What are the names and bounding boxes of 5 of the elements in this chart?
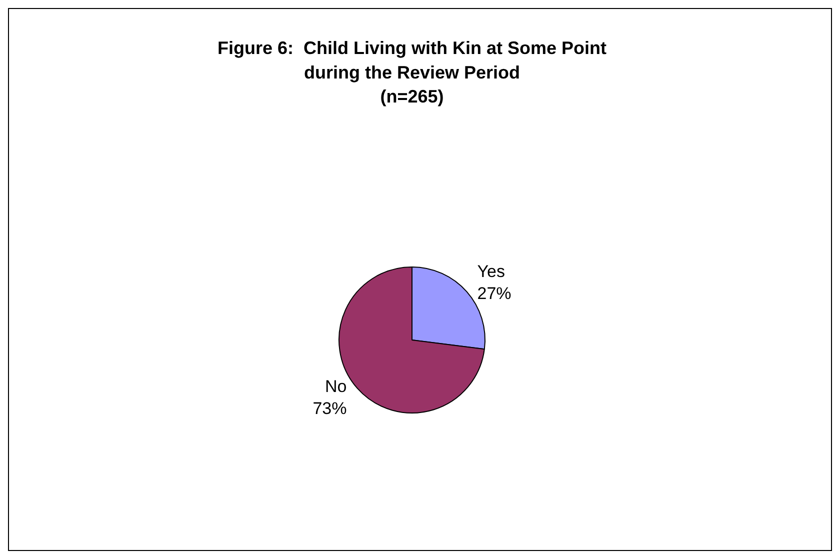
data-label: 73%: [312, 399, 347, 418]
slice-label: No: [325, 377, 347, 396]
chart-title: Figure 6: Child Living with Kin at Some Point during the Review Period (n=265): [217, 38, 607, 107]
data-label: 27%: [477, 284, 512, 304]
slice-label: Yes: [477, 262, 505, 282]
